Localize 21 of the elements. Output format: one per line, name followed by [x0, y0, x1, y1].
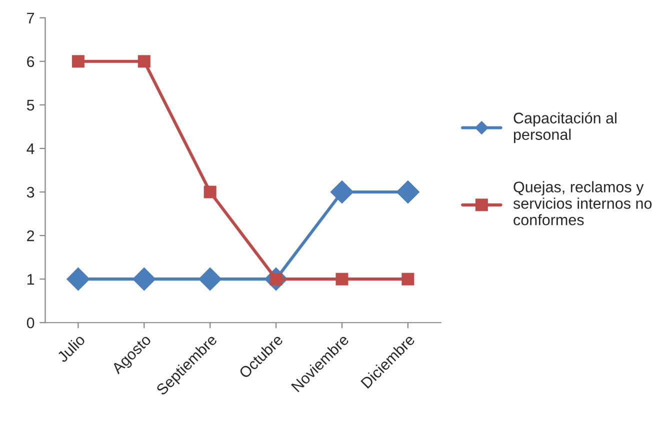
legend-label: Quejas, reclamos y servicios internos no conformes: [513, 181, 652, 226]
point: [402, 272, 414, 286]
legend-label: Capacitación al personal: [514, 112, 616, 143]
point: [204, 186, 216, 198]
point: [132, 268, 156, 291]
y-tick-label: 3: [26, 186, 34, 198]
point: [330, 180, 354, 204]
y-tick-label: 2: [27, 230, 34, 242]
y-tick-label: 0: [26, 317, 34, 328]
y-tick-label: 7: [27, 12, 34, 24]
point: [396, 180, 420, 204]
point: [138, 55, 150, 68]
x-tick-label: Julio: [56, 333, 86, 364]
y-tick-label: 6: [27, 56, 34, 68]
point: [66, 268, 90, 291]
y-tick-label: 5: [26, 100, 34, 111]
point: [336, 272, 348, 286]
y-tick-label: 1: [27, 274, 34, 285]
y-tick-label: 4: [26, 143, 34, 154]
point: [198, 268, 222, 291]
point: [72, 55, 84, 68]
